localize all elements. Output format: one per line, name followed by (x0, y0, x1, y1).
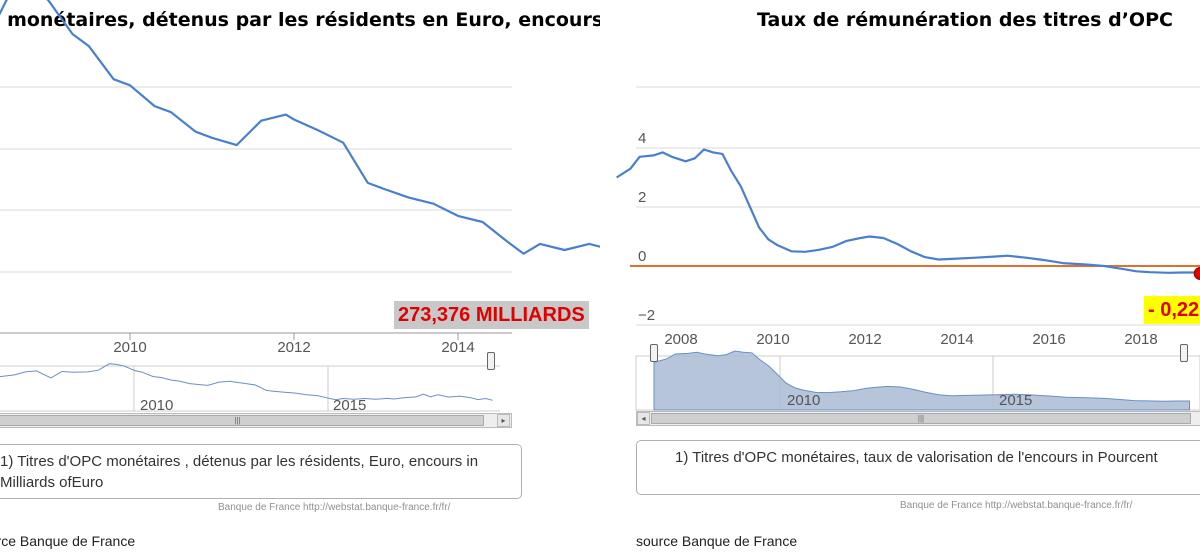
y-tick-label: −2 (638, 307, 655, 324)
left-navigator-right-handle[interactable] (487, 352, 495, 370)
left-navigator-scrollbar[interactable]: ||| ▸ (0, 413, 512, 428)
right-value-callout: - 0,22 (1144, 296, 1200, 324)
x-tick-label: 2012 (848, 331, 881, 348)
x-tick-label: 2012 (277, 339, 310, 356)
left-value-callout: 273,376 MILLIARDS (394, 301, 589, 329)
left-legend: 1) Titres d'OPC monétaires , détenus par… (0, 444, 522, 499)
right-chart-svg: −2 0 2 4 2008 2010 2012 2014 2016 2018 2010 2015 (616, 86, 1200, 459)
left-credits[interactable]: Banque de France http://webstat.banque-f… (218, 502, 451, 513)
right-navigator-left-handle[interactable] (650, 344, 658, 362)
right-source: source Banque de France (636, 533, 798, 549)
left-scrollbar-thumb[interactable]: ||| (0, 415, 484, 426)
left-chart-title: Titres d’OPC monétaires, détenus par les… (0, 9, 600, 31)
last-value-marker (1193, 266, 1200, 280)
left-source: source Banque de France (0, 533, 136, 549)
x-tick-label: 2016 (1032, 331, 1065, 348)
navigator-label: 2015 (333, 397, 366, 414)
navigator-label: 2015 (999, 392, 1032, 409)
right-chart-panel: Taux de rémunération des titres d’OPC −2… (600, 0, 1200, 554)
right-navigator-scrollbar[interactable]: ◂ ||| (636, 411, 1200, 426)
x-tick-label: 2010 (756, 331, 789, 348)
x-tick-label: 2014 (441, 339, 474, 356)
y-tick-label: 2 (638, 189, 646, 206)
right-legend-label: 1) Titres d'OPC monétaires, taux de valo… (675, 449, 1158, 466)
navigator-label: 2010 (140, 397, 173, 414)
right-navigator-right-handle[interactable] (1180, 344, 1188, 362)
x-tick-label: 2014 (940, 331, 973, 348)
x-tick-label: 2018 (1124, 331, 1157, 348)
right-credits[interactable]: Banque de France http://webstat.banque-f… (900, 500, 1133, 511)
right-legend: 1) Titres d'OPC monétaires, taux de valo… (636, 440, 1200, 495)
y-tick-label: 0 (638, 248, 646, 265)
y-tick-label: 4 (638, 130, 646, 147)
navigator-label: 2010 (787, 392, 820, 409)
left-legend-label: 1) Titres d'OPC monétaires , détenus par… (0, 453, 479, 491)
right-scrollbar-thumb[interactable]: ||| (651, 413, 1191, 424)
series-line (616, 148, 1197, 274)
x-tick-label: 2010 (113, 339, 146, 356)
right-chart-title: Taux de rémunération des titres d’OPC (757, 9, 1173, 31)
navigator-area (653, 350, 1190, 411)
navigator-line (0, 363, 493, 401)
right-scroll-left-arrow[interactable]: ◂ (637, 412, 650, 425)
series-line (0, 0, 600, 255)
x-tick-label: 2008 (664, 331, 697, 348)
left-chart-panel: Titres d’OPC monétaires, détenus par les… (0, 0, 600, 549)
left-scroll-right-arrow[interactable]: ▸ (497, 414, 510, 427)
